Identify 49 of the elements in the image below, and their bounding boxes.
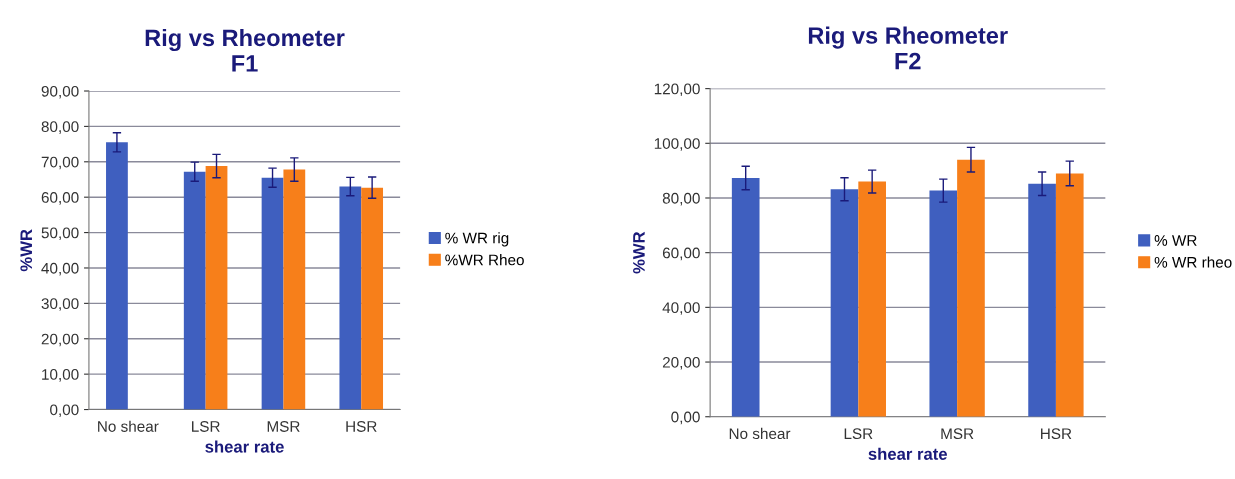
y-tick-label: 60,00 — [41, 192, 79, 205]
x-tick-label: LSR — [192, 421, 220, 432]
bar — [261, 177, 284, 410]
bar — [205, 166, 228, 410]
x-axis-title: shear rate — [868, 447, 947, 460]
x-axis-title: shear rate — [205, 440, 284, 453]
bar — [106, 142, 128, 410]
y-axis-title: %WR — [633, 231, 645, 274]
chart-title: Rig vs Rheometer F2 — [808, 26, 1008, 70]
legend-label: % WR rheo — [1154, 256, 1232, 268]
y-tick-label: 120,00 — [654, 83, 700, 97]
x-tick-label: LSR — [844, 428, 873, 440]
legend-label: % WR — [1154, 235, 1197, 246]
legend-label: %WR Rheo — [445, 254, 524, 266]
bar — [183, 171, 206, 410]
y-tick-label: 80,00 — [662, 192, 700, 206]
y-tick-label: 20,00 — [662, 356, 700, 370]
y-axis-title: %WR — [20, 229, 33, 272]
y-tick-label: 80,00 — [41, 121, 79, 134]
bar — [339, 186, 362, 410]
y-tick-label: 40,00 — [41, 262, 79, 276]
bar — [929, 190, 958, 417]
y-tick-label: 0,00 — [671, 411, 700, 425]
bar — [957, 159, 985, 417]
x-tick-label: HSR — [1041, 428, 1072, 440]
bar — [858, 181, 886, 417]
y-tick-label: 90,00 — [41, 85, 79, 99]
legend-label: % WR rig — [445, 232, 509, 247]
bar — [1055, 173, 1084, 417]
y-tick-label: 50,00 — [41, 227, 79, 241]
bar — [731, 178, 760, 417]
bar — [283, 169, 306, 410]
bar — [1028, 183, 1056, 417]
y-tick-label: 40,00 — [662, 302, 700, 315]
y-tick-label: 0,00 — [50, 404, 79, 418]
x-tick-label: MSR — [941, 428, 974, 440]
chart-title: Rig vs Rheometer F1 — [145, 28, 345, 72]
x-tick-label: MSR — [267, 421, 300, 432]
bar — [830, 189, 859, 417]
x-tick-label: No shear — [729, 427, 791, 440]
y-tick-label: 30,00 — [41, 298, 79, 311]
y-tick-label: 60,00 — [662, 247, 700, 261]
bar — [361, 187, 384, 410]
y-tick-label: 20,00 — [41, 333, 79, 347]
y-tick-label: 100,00 — [654, 138, 700, 151]
y-tick-label: 10,00 — [42, 369, 79, 382]
x-tick-label: No shear — [98, 420, 159, 432]
y-tick-label: 70,00 — [41, 156, 79, 170]
x-tick-label: HSR — [346, 421, 377, 432]
